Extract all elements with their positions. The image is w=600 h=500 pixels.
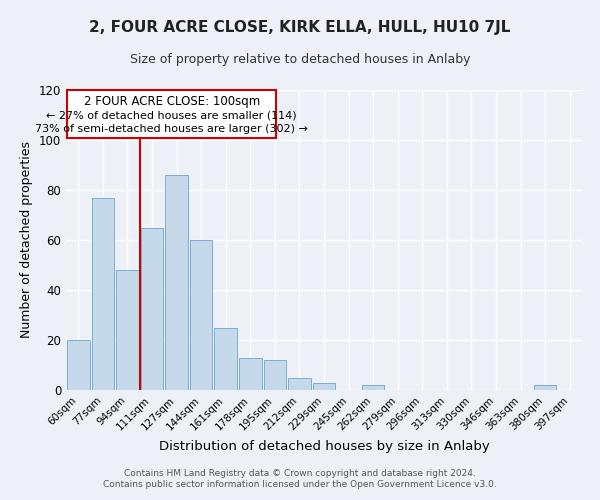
Text: 73% of semi-detached houses are larger (302) →: 73% of semi-detached houses are larger (… (35, 124, 308, 134)
Bar (116, 270, 139, 390)
Y-axis label: Number of detached properties: Number of detached properties (20, 142, 33, 338)
Bar (165, 175, 188, 390)
Bar (140, 228, 163, 390)
Bar (288, 378, 311, 390)
Bar (67, 340, 89, 390)
Bar (534, 385, 556, 390)
Bar (263, 360, 286, 390)
Text: Contains HM Land Registry data © Crown copyright and database right 2024.: Contains HM Land Registry data © Crown c… (124, 468, 476, 477)
Bar (362, 385, 385, 390)
Bar (313, 382, 335, 390)
Text: Contains public sector information licensed under the Open Government Licence v3: Contains public sector information licen… (103, 480, 497, 489)
Text: 2, FOUR ACRE CLOSE, KIRK ELLA, HULL, HU10 7JL: 2, FOUR ACRE CLOSE, KIRK ELLA, HULL, HU1… (89, 20, 511, 35)
Text: ← 27% of detached houses are smaller (114): ← 27% of detached houses are smaller (11… (46, 110, 297, 120)
Bar (92, 198, 114, 390)
Bar (239, 358, 262, 390)
Bar (190, 240, 212, 390)
X-axis label: Distribution of detached houses by size in Anlaby: Distribution of detached houses by size … (158, 440, 490, 453)
Bar (214, 328, 237, 390)
FancyBboxPatch shape (67, 90, 276, 138)
Text: Size of property relative to detached houses in Anlaby: Size of property relative to detached ho… (130, 52, 470, 66)
Text: 2 FOUR ACRE CLOSE: 100sqm: 2 FOUR ACRE CLOSE: 100sqm (83, 95, 260, 108)
